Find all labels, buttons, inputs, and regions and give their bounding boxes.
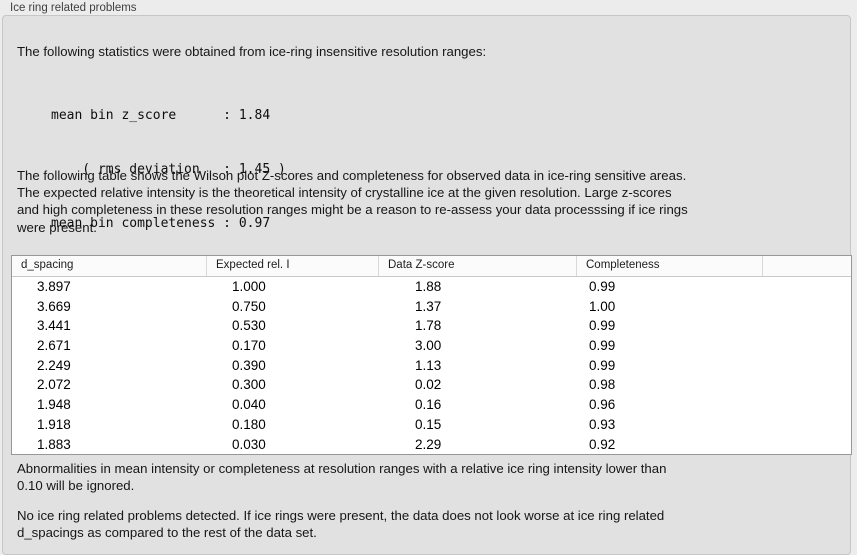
table-cell: 0.530 <box>232 318 266 334</box>
table-cell: 0.93 <box>589 416 616 432</box>
stat-line-rms-deviation-z: ( rms deviation : 1.45 ) <box>51 162 286 177</box>
table-header-row: d_spacing Expected rel. I Data Z-score C… <box>12 256 851 277</box>
table-cell: 2.249 <box>37 357 71 373</box>
table-cell: 0.92 <box>589 436 616 452</box>
column-header-data-z-score[interactable]: Data Z-score <box>378 256 576 276</box>
table-row[interactable]: 1.918 0.180 0.15 0.93 <box>12 415 851 435</box>
column-header-d-spacing[interactable]: d_spacing <box>21 259 74 271</box>
table-cell: 2.29 <box>415 436 442 452</box>
table-row[interactable]: 3.897 1.000 1.88 0.99 <box>12 277 851 297</box>
table-row[interactable]: 2.249 0.390 1.13 0.99 <box>12 356 851 376</box>
table-row[interactable]: 2.671 0.170 3.00 0.99 <box>12 336 851 356</box>
table-cell: 1.00 <box>589 298 616 314</box>
table-cell-empty <box>762 336 851 356</box>
table-cell-empty <box>762 356 851 376</box>
table-cell: 0.98 <box>589 377 616 393</box>
ignore-note: Abnormalities in mean intensity or compl… <box>17 460 666 494</box>
table-row[interactable]: 1.948 0.040 0.16 0.96 <box>12 395 851 415</box>
panel-title: Ice ring related problems <box>10 2 137 14</box>
table-row[interactable]: 1.883 0.030 2.29 0.92 <box>12 435 851 455</box>
table-cell: 0.750 <box>232 298 266 314</box>
table-cell-empty <box>762 375 851 395</box>
ignore-note-line: 0.10 will be ignored. <box>17 478 135 494</box>
column-header-completeness[interactable]: Completeness <box>576 256 762 276</box>
table-cell-empty <box>762 277 851 297</box>
table-cell: 0.180 <box>232 416 266 432</box>
table-cell: 0.02 <box>415 377 442 393</box>
ignore-note-line: Abnormalities in mean intensity or compl… <box>17 461 667 476</box>
table-cell-empty <box>762 415 851 435</box>
table-cell: 0.040 <box>232 397 266 413</box>
table-cell: 1.13 <box>415 357 442 373</box>
table-description: The following table shows the Wilson plo… <box>17 167 688 236</box>
stat-line-mean-z-score: mean bin z_score : 1.84 <box>51 108 271 123</box>
table-cell: 0.16 <box>415 397 442 413</box>
description-line: and high completeness in these resolutio… <box>17 202 688 218</box>
conclusion-note-line: d_spacings as compared to the rest of th… <box>17 525 317 541</box>
ice-ring-table: d_spacing Expected rel. I Data Z-score C… <box>11 255 852 456</box>
table-row[interactable]: 2.072 0.300 0.02 0.98 <box>12 375 851 395</box>
table-cell: 0.15 <box>415 416 442 432</box>
table-cell-empty <box>762 435 851 455</box>
column-header-expected-rel-i[interactable]: Expected rel. I <box>206 256 378 276</box>
table-cell: 0.99 <box>589 357 616 373</box>
table-cell: 3.441 <box>37 318 71 334</box>
stat-line-mean-completeness: mean bin completeness : 0.97 <box>51 216 271 231</box>
table-cell: 1.948 <box>37 397 71 413</box>
table-cell: 2.072 <box>37 377 71 393</box>
table-cell: 0.300 <box>232 377 266 393</box>
ice-ring-groupbox: The following statistics were obtained f… <box>2 15 852 555</box>
intro-text: The following statistics were obtained f… <box>17 44 487 59</box>
description-line: were present. <box>17 219 97 235</box>
table-cell-empty <box>762 395 851 415</box>
table-cell: 1.883 <box>37 436 71 452</box>
table-cell: 0.030 <box>232 436 266 452</box>
table-cell: 3.897 <box>37 279 71 294</box>
table-cell: 0.99 <box>589 279 616 294</box>
table-cell-empty <box>762 297 851 317</box>
conclusion-note: No ice ring related problems detected. I… <box>17 507 664 541</box>
table-cell: 0.96 <box>589 397 616 413</box>
table-cell: 0.99 <box>589 318 616 334</box>
table-cell: 3.00 <box>415 338 442 354</box>
table-cell: 1.37 <box>415 298 442 314</box>
table-cell: 2.671 <box>37 338 71 354</box>
column-header-empty <box>762 256 851 276</box>
table-cell-empty <box>762 316 851 336</box>
table-row[interactable]: 3.441 0.530 1.78 0.99 <box>12 316 851 336</box>
table-body: 3.897 1.000 1.88 0.99 3.669 0.750 1.37 1.00 3.44… <box>12 277 851 454</box>
conclusion-note-line: No ice ring related problems detected. I… <box>17 508 665 523</box>
table-cell: 1.88 <box>415 279 442 294</box>
description-line: The expected relative intensity is the t… <box>17 185 672 201</box>
table-cell: 3.669 <box>37 298 71 314</box>
table-cell: 0.390 <box>232 357 266 373</box>
table-cell: 1.78 <box>415 318 442 334</box>
description-line: The following table shows the Wilson plo… <box>17 168 687 183</box>
table-cell: 1.918 <box>37 416 71 432</box>
table-row[interactable]: 3.669 0.750 1.37 1.00 <box>12 297 851 317</box>
table-cell: 1.000 <box>232 279 266 294</box>
table-cell: 0.99 <box>589 338 616 354</box>
table-cell: 0.170 <box>232 338 266 354</box>
